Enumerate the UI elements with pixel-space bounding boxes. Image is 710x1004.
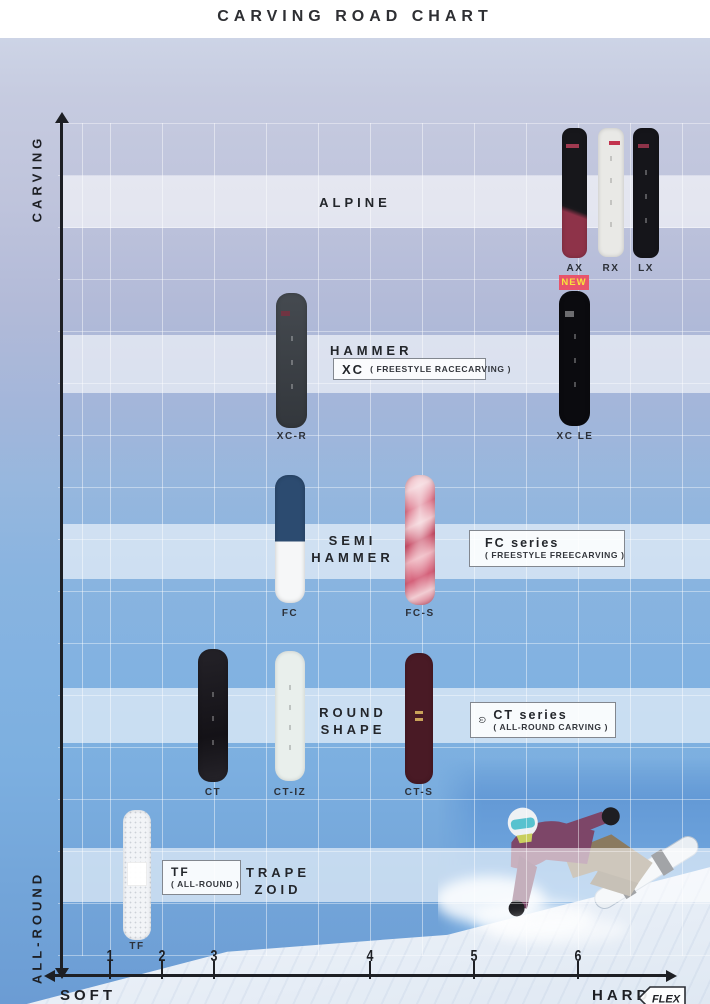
x-tick-3 [213,961,215,979]
series-code-fc: FC series [485,536,560,550]
new-badge: NEW [559,275,589,290]
x-tick-1 [109,961,111,979]
section-label-semi-hammer: SEMI HAMMER [311,533,394,565]
x-tick-2 [161,961,163,979]
board-label-ax: AX [566,263,584,274]
series-desc-fc: ( FREESTYLE FREECARVING ) [485,550,625,560]
snowboard-ax [562,128,587,258]
snowboard-lx [633,128,659,258]
x-tick-label-5: 5 [470,948,478,965]
x-axis-label-hard: HARD [592,987,652,1004]
x-tick-6 [577,961,579,979]
snowboard-tf [123,810,151,940]
x-tick-label-2: 2 [158,948,166,965]
snowboard-fc-s [405,475,435,605]
y-axis-up-arrow-icon [54,112,69,123]
snowboard-ct [198,649,228,782]
series-code-ct: CT series [493,707,568,722]
series-desc-ct: ( ALL-ROUND CARVING ) [493,721,608,732]
y-axis-label-carving: CARVING [29,134,45,223]
svg-text:FLEX: FLEX [652,994,681,1004]
y-axis-down-arrow-icon [54,968,69,979]
series-box-fc: FC series ( FREESTYLE FREECARVING ) [469,530,625,567]
snowboard-xc-le [559,291,590,426]
x-tick-4 [369,961,371,979]
x-axis-right-arrow-icon [666,969,677,982]
flex-tag: FLEX [637,986,686,1004]
section-label-round-shape: ROUND SHAPE [319,705,387,737]
series-box-ct: CT series ( ALL-ROUND CARVING ) [470,702,616,738]
section-label-trapezoid: TRAPE ZOID [245,865,311,897]
page-title: CARVING ROAD CHART [217,8,493,25]
snowboard-ct-s [405,653,433,784]
series-code-tf: TF [171,865,190,879]
x-tick-5 [473,961,475,979]
ct-series-circle-icon [478,716,486,723]
board-label-ct-s: CT-S [404,787,434,798]
snowboard-ct-iz [275,651,305,781]
x-tick-label-4: 4 [366,948,374,965]
board-label-lx: LX [638,263,654,274]
board-label-rx: RX [602,263,620,274]
board-label-xc-r: XC-R [276,431,308,442]
series-desc-xc: ( FREESTYLE RACECARVING ) [370,364,511,374]
x-axis-label-soft: SOFT [60,987,116,1004]
snowboard-xc-r [276,293,307,428]
board-label-fc: FC [281,608,299,619]
y-axis-label-all-round: ALL-ROUND [29,870,45,985]
series-desc-tf: ( ALL-ROUND ) [171,879,240,889]
x-axis-line [54,974,668,977]
board-label-tf: TF [129,941,145,952]
y-axis-line [60,121,63,971]
chart-scene: CARVING ALL-ROUND 1 2 3 4 5 6 SOFT HARD … [0,38,710,1004]
series-box-xc: XC ( FREESTYLE RACECARVING ) [333,358,510,380]
x-tick-label-1: 1 [106,948,114,965]
x-tick-label-3: 3 [210,948,218,965]
board-label-fc-s: FC-S [405,608,435,619]
section-label-alpine: ALPINE [319,195,391,210]
section-label-hammer: HAMMER [330,343,413,358]
x-tick-label-6: 6 [574,948,582,965]
board-label-ct: CT [204,787,222,798]
series-box-tf: TF ( ALL-ROUND ) [162,860,241,895]
snowboard-rx [598,128,624,257]
band-trapezoid [62,848,710,902]
board-label-xc-le: XC LE [556,431,594,442]
snowboard-fc [275,475,305,603]
title-bar: CARVING ROAD CHART [0,0,710,38]
board-label-ct-iz: CT-IZ [273,787,307,798]
series-code-xc: XC [342,361,365,377]
x-axis-left-arrow-icon [44,969,55,982]
